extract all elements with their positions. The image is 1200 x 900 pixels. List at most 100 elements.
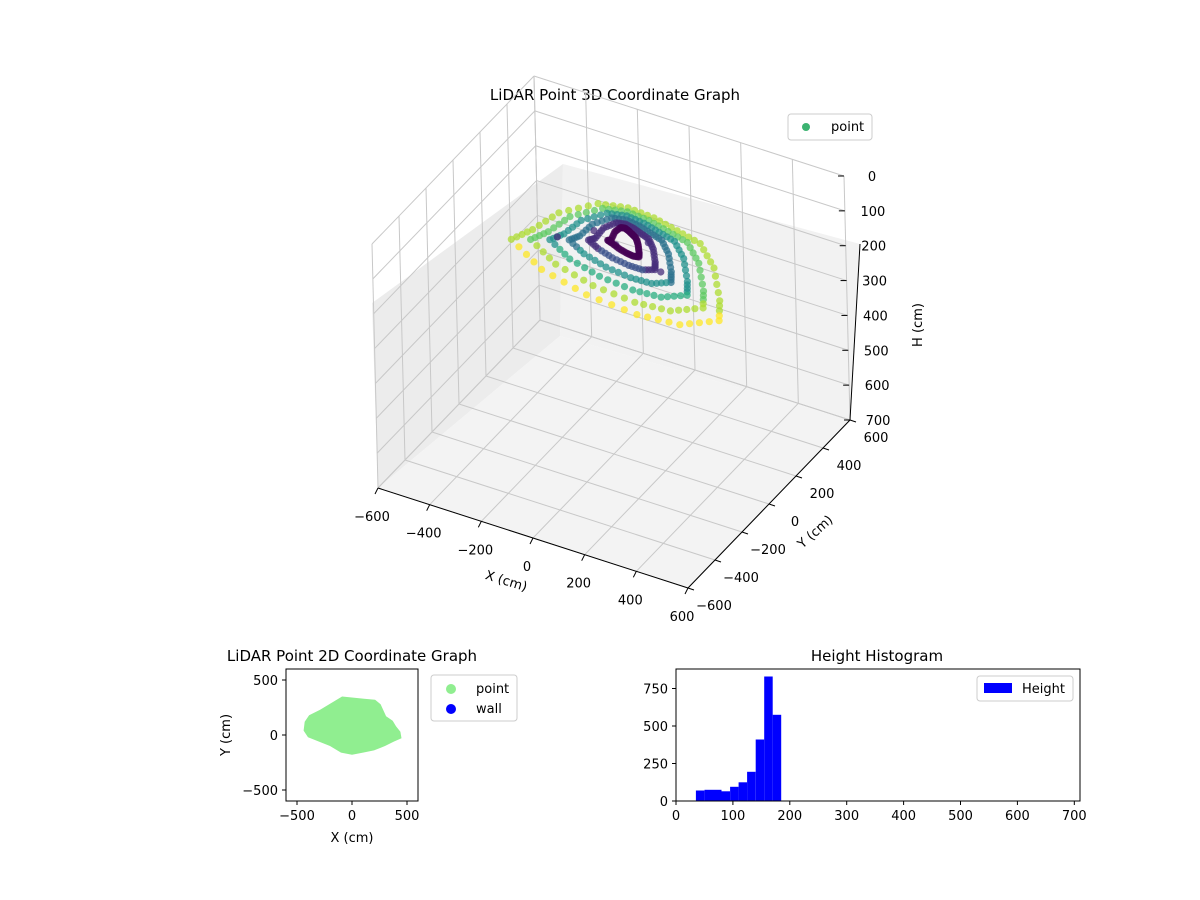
point-3d	[527, 235, 535, 244]
tick-label-y: −600	[696, 599, 732, 614]
grid-line-z	[376, 284, 540, 454]
plot-2d: LiDAR Point 2D Coordinate Graph −500 0 500…	[219, 647, 518, 846]
point-3d	[574, 204, 583, 212]
tick-label-z: 0	[868, 170, 876, 185]
point-3d	[599, 286, 608, 294]
tick-label-z: 100	[860, 205, 885, 220]
point-3d	[636, 288, 644, 296]
grid-line-y	[485, 375, 797, 477]
point-3d	[681, 266, 690, 274]
grid-line-y	[404, 459, 716, 561]
tick-label-x-2d: 0	[348, 809, 356, 824]
point-3d	[561, 265, 569, 274]
grid-line-x-wall	[791, 159, 799, 404]
point-3d	[640, 300, 648, 309]
point-3d	[539, 248, 547, 256]
point-3d	[582, 208, 590, 217]
grid-line-z-back	[539, 319, 851, 421]
histogram-bars	[695, 676, 782, 802]
pane-left	[372, 164, 563, 488]
point-3d	[594, 200, 602, 208]
tick-label-x-hist: 0	[672, 809, 680, 824]
point-3d	[657, 293, 665, 301]
point-3d	[670, 292, 678, 300]
tick-label-x: −400	[406, 527, 442, 542]
pane-floor	[378, 336, 850, 588]
point-3d	[556, 245, 564, 253]
grid-line-y-wall	[425, 187, 433, 433]
point-3d	[697, 273, 705, 281]
tick-label-x: 0	[523, 560, 531, 575]
point-3d	[573, 259, 581, 267]
point-3d	[545, 254, 554, 262]
point-3d	[595, 296, 603, 304]
tick-label-x-2d: −500	[279, 809, 315, 824]
histogram: Height Histogram 0 100 200 300 400 500 600 7000…	[643, 647, 1087, 824]
point-3d	[695, 319, 704, 327]
point-3d	[686, 320, 694, 328]
point-3d	[695, 259, 703, 267]
tick-label-x-hist: 100	[720, 809, 745, 824]
tick-mark-x	[632, 571, 637, 578]
point-3d	[553, 233, 562, 241]
point-3d	[588, 268, 596, 276]
point-3d	[550, 224, 558, 232]
point-3d	[608, 266, 616, 274]
legend-histogram: Height	[976, 675, 1074, 702]
point-3d	[696, 266, 704, 274]
point-3d	[644, 313, 652, 321]
point-3d	[657, 268, 665, 276]
histogram-bar	[764, 676, 773, 801]
grid-line-x-wall	[843, 175, 851, 421]
point-3d	[530, 258, 538, 266]
y-axis-label-2d: Y (cm)	[219, 714, 234, 757]
ticks-2d: −500 0 500 500 0 −500	[242, 674, 419, 824]
point-3d	[631, 298, 639, 306]
point-3d	[549, 272, 557, 280]
point-3d	[595, 272, 604, 280]
point-3d	[608, 301, 616, 309]
point-3d	[535, 221, 543, 229]
point-3d	[561, 216, 569, 224]
tick-label-y-hist: 250	[643, 758, 668, 773]
point-3d	[625, 261, 633, 269]
point-3d	[581, 264, 589, 272]
point-3d	[698, 280, 707, 288]
grid-line-y-wall	[506, 103, 514, 349]
point-3d	[623, 249, 631, 257]
legend-marker-point-2d	[446, 684, 456, 694]
point-3d	[552, 260, 560, 268]
point-3d	[580, 250, 588, 258]
tick-label-z: 700	[866, 414, 891, 429]
tick-label-x: 400	[618, 593, 643, 608]
point-3d	[682, 272, 691, 280]
point-3d	[681, 260, 689, 268]
tick-label-z: 300	[862, 275, 887, 290]
point-3d	[713, 280, 721, 288]
point-3d	[603, 209, 611, 217]
legend-marker-point-3d	[802, 123, 810, 131]
tick-label-z: 600	[865, 379, 890, 394]
grid-line-z-back	[538, 284, 850, 386]
tick-label-y-hist: 750	[643, 683, 668, 698]
grid-line-z	[375, 249, 539, 419]
grid-line-y	[458, 403, 770, 505]
point-3d	[580, 276, 588, 284]
tick-label-y: 0	[791, 515, 799, 530]
z-axis-label-3d: H (cm)	[911, 303, 926, 347]
tick-label-y-2d: −500	[242, 784, 278, 799]
point-3d	[555, 220, 563, 228]
x-axis-label-2d: X (cm)	[331, 831, 374, 846]
point-3d	[597, 211, 605, 219]
grid-line-z-back	[538, 249, 849, 351]
tick-label-x: −200	[457, 543, 493, 558]
tick-label-x-hist: 200	[777, 809, 802, 824]
grid-line-z-back	[534, 110, 846, 212]
point-3d	[542, 217, 550, 225]
tick-label-x-hist: 500	[948, 809, 973, 824]
point-3d	[665, 318, 673, 326]
point-3d	[629, 286, 637, 294]
tick-label-y-hist: 500	[643, 720, 668, 735]
grid-line-z-back	[535, 145, 846, 247]
grid-line-z	[374, 180, 537, 349]
